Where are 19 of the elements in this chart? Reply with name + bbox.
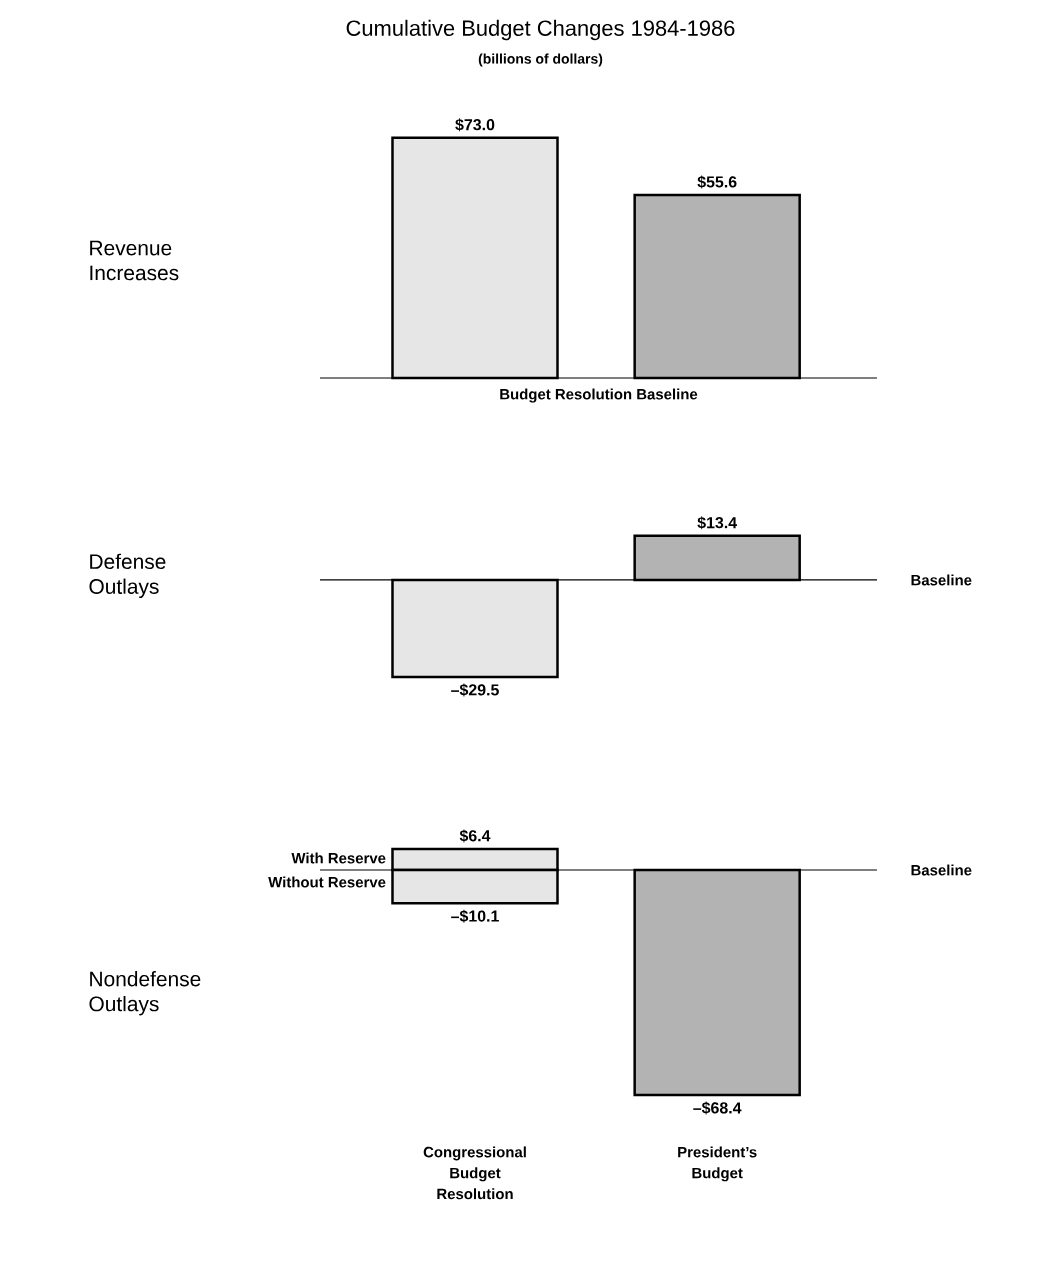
x-tick-label: President’s Budget: [678, 1146, 757, 1182]
data-label: –$68.4: [693, 1101, 742, 1115]
ref-line-label: Baseline: [911, 864, 972, 876]
y-axis-title: Revenue Increases: [90, 240, 179, 281]
chart-subtitle: (billions of dollars): [478, 53, 603, 67]
y-axis-title: Nondefense Outlays: [89, 971, 201, 1016]
data-label: –$29.5: [451, 683, 499, 697]
data-label: $73.0: [455, 118, 495, 132]
ref-line-label: Baseline: [911, 574, 972, 586]
data-label: $55.6: [697, 175, 737, 189]
ref-line-label: Budget Resolution Baseline: [500, 388, 698, 403]
chart-title: Cumulative Budget Changes 1984-1986: [346, 19, 735, 41]
x-tick-label: Congressional Budget Resolution: [423, 1146, 526, 1200]
series-label: With Reserve: [291, 852, 386, 864]
data-label: $13.4: [697, 516, 738, 530]
y-axis-title: Defense Outlays: [89, 553, 166, 599]
data-label: –$10.1: [451, 909, 499, 923]
series-label: Without Reserve: [268, 876, 386, 888]
data-label: $6.4: [459, 829, 491, 843]
